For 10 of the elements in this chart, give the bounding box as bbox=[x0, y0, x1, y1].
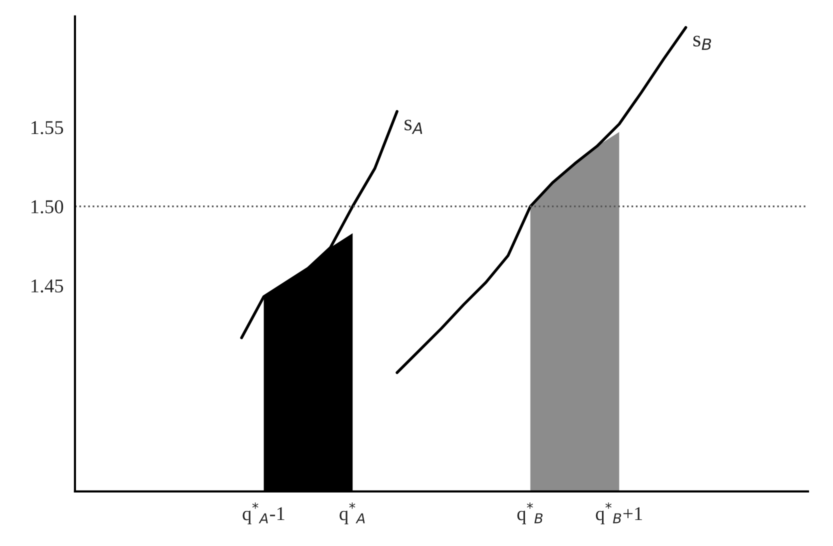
series-label: s$_{A}$ bbox=[404, 120, 422, 134]
x-tick-label: q$^{*}$$_{B}$+1 bbox=[596, 502, 642, 524]
y-tick-label: 1.55 bbox=[32, 121, 64, 134]
line-series bbox=[396, 26, 688, 374]
y-tick-label: 1.45 bbox=[32, 279, 64, 293]
series-label: s$_{B}$ bbox=[693, 36, 712, 50]
x-tick-label: q$^{*}$$_{A}$-1 bbox=[242, 502, 284, 524]
x-tick-label: q$^{*}$$_{A}$ bbox=[340, 502, 365, 524]
y-tick-label: 1.50 bbox=[32, 200, 64, 214]
x-tick-label: q$^{*}$$_{B}$ bbox=[517, 502, 543, 524]
